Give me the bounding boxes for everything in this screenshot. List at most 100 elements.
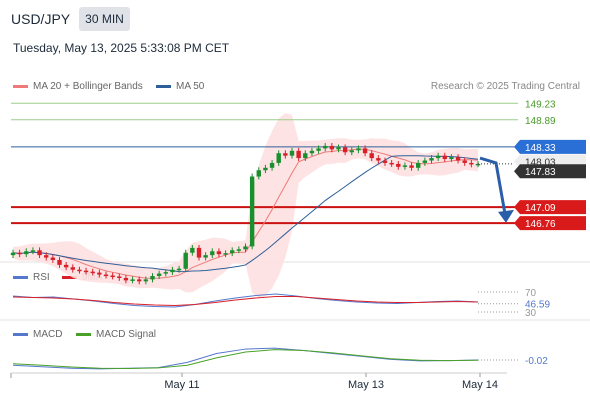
- candle: [137, 279, 142, 282]
- price-tag: [514, 164, 586, 179]
- candle: [362, 148, 368, 154]
- candle: [123, 277, 129, 281]
- legend-rsi: RSI: [13, 272, 50, 283]
- candle: [442, 155, 447, 160]
- candle: [170, 269, 175, 273]
- candle: [309, 150, 315, 154]
- candle: [70, 267, 75, 270]
- candle: [196, 247, 202, 258]
- candle: [303, 153, 308, 159]
- candle: [376, 158, 381, 161]
- candle: [416, 162, 421, 168]
- ma20-swatch: [13, 85, 28, 88]
- candle: [289, 150, 295, 156]
- x-axis-label: May 14: [462, 379, 498, 391]
- candle: [130, 279, 135, 281]
- credit-text: Research © 2025 Trading Central: [430, 81, 580, 92]
- candle: [462, 160, 467, 163]
- candle: [336, 147, 341, 150]
- candle: [296, 150, 301, 159]
- candle: [63, 264, 69, 268]
- candle: [37, 250, 42, 256]
- candle: [329, 145, 335, 150]
- candle: [30, 250, 36, 252]
- candle: [389, 162, 394, 165]
- price-tag-label: 147.83: [525, 167, 556, 178]
- candle: [203, 255, 208, 258]
- candle: [455, 157, 461, 161]
- legend-ma20: MA 20 + Bollinger Bands: [13, 81, 143, 92]
- macd-value-label: -0.02: [525, 356, 548, 367]
- price-level-label: 148.89: [525, 116, 556, 127]
- candle: [342, 147, 348, 153]
- candle: [263, 167, 268, 171]
- legend-macd-signal: MACD Signal: [76, 329, 156, 340]
- candle: [143, 279, 149, 282]
- forecast-arrow: [479, 156, 507, 215]
- price-tag-label: 147.09: [525, 203, 556, 214]
- rsi-value-label: 46.59: [525, 300, 550, 311]
- candle: [216, 251, 222, 255]
- candle: [97, 272, 102, 275]
- candle: [323, 145, 328, 149]
- candle: [83, 270, 89, 273]
- signal-swatch: [76, 333, 91, 336]
- rsi-swatch: [13, 276, 28, 279]
- macd-line: [12, 347, 479, 370]
- candle: [24, 251, 29, 255]
- rsi-line: [12, 293, 479, 308]
- ma20-label: MA 20 + Bollinger Bands: [33, 81, 143, 92]
- candle: [249, 176, 255, 247]
- candle: [44, 255, 49, 258]
- candle: [163, 272, 168, 274]
- candle: [50, 257, 56, 260]
- candle: [422, 160, 428, 163]
- candle: [17, 252, 22, 255]
- candle: [110, 275, 115, 278]
- chart-header: USD/JPY 30 MIN: [0, 0, 590, 40]
- candle: [276, 153, 281, 163]
- candle: [475, 163, 481, 166]
- candle: [210, 251, 215, 256]
- price-level-label: 149.23: [525, 99, 556, 110]
- candle: [117, 276, 122, 278]
- candle: [77, 269, 82, 272]
- x-axis-label: May 13: [348, 379, 384, 391]
- ma50-swatch: [156, 85, 171, 88]
- rsi-ma-line: [12, 296, 479, 307]
- candle: [150, 276, 155, 280]
- rsi-level-label: 70: [525, 288, 537, 299]
- price-tag: [514, 139, 586, 154]
- candle: [269, 162, 275, 168]
- candle: [402, 165, 408, 167]
- candle: [176, 268, 182, 271]
- candle: [57, 260, 62, 265]
- candle: [429, 158, 434, 161]
- macd-signal-line: [12, 349, 479, 370]
- x-axis-label: May 11: [164, 379, 199, 391]
- candle: [190, 247, 195, 253]
- price-tag: [514, 200, 586, 215]
- candle: [396, 163, 401, 167]
- ma50-line: [12, 155, 479, 273]
- macd-swatch: [13, 333, 28, 336]
- candle: [409, 165, 414, 168]
- candle: [243, 246, 248, 250]
- legend-macd: MACD: [13, 329, 62, 340]
- candle: [156, 273, 162, 277]
- candle: [183, 252, 188, 269]
- candle: [10, 252, 16, 256]
- candle: [283, 153, 288, 156]
- candle: [349, 150, 354, 153]
- candle: [230, 250, 235, 254]
- ma50-label: MA 50: [176, 81, 205, 92]
- timeframe-badge[interactable]: 30 MIN: [79, 7, 130, 31]
- legend-ma50: MA 50: [156, 81, 204, 92]
- candle: [469, 162, 474, 165]
- macd-label: MACD: [33, 329, 63, 340]
- candle: [356, 148, 361, 151]
- price-tag: [514, 216, 586, 231]
- price-tag-label: 148.03: [525, 157, 556, 168]
- candle: [90, 271, 95, 274]
